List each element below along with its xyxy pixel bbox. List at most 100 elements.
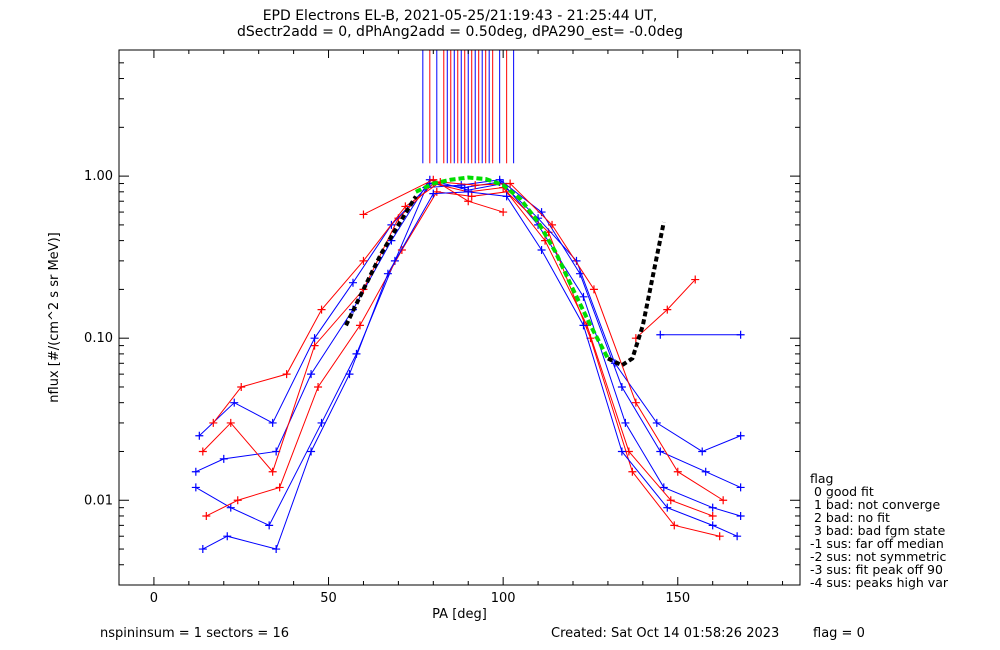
data-point [282, 370, 291, 379]
data-point [359, 256, 368, 265]
data-point [499, 208, 508, 217]
chart-title-line1: EPD Electrons EL-B, 2021-05-25/21:19:43 … [262, 8, 658, 24]
data-point [464, 187, 473, 196]
data-point [656, 447, 665, 456]
series-9 [656, 330, 745, 339]
data-point [432, 187, 441, 196]
data-point [673, 467, 682, 476]
data-point [202, 511, 211, 520]
data-point [359, 210, 368, 219]
footer-flag: flag = 0 [813, 626, 865, 641]
y-axis-label: nflux [#/(cm^2 s sr MeV)] [47, 232, 62, 402]
data-point [233, 496, 242, 505]
y-tick-label: 0.10 [84, 331, 113, 346]
data-point [719, 496, 728, 505]
data-point [579, 321, 588, 330]
data-point [733, 532, 742, 541]
data-point [310, 334, 319, 343]
data-point [209, 418, 218, 427]
data-point [548, 220, 557, 229]
flag-legend: flag 0 good fit 1 bad: not converge 2 ba… [810, 472, 948, 589]
data-point [401, 202, 410, 211]
x-tick-label: 50 [320, 591, 337, 606]
extrapolation-curve [344, 195, 418, 327]
legend-item: -3 sus: fit peak off 90 [810, 562, 943, 577]
legend-item: -1 sus: far off median [810, 536, 944, 551]
data-point [275, 483, 284, 492]
legend-item: 3 bad: bad fgm state [810, 523, 946, 538]
data-point [223, 532, 232, 541]
series-line [206, 191, 720, 537]
data-point [191, 483, 200, 492]
x-tick-label: 0 [150, 591, 158, 606]
x-tick-label: 150 [665, 591, 690, 606]
legend-item: -2 sus: not symmetric [810, 549, 947, 564]
series-5 [198, 187, 742, 554]
series-line [635, 279, 696, 339]
data-point [460, 183, 469, 192]
data-point [230, 398, 239, 407]
data-point [219, 454, 228, 463]
data-point [268, 418, 277, 427]
series-line [363, 179, 504, 215]
data-point [317, 305, 326, 314]
data-point [579, 292, 588, 301]
data-point [198, 447, 207, 456]
data-point [429, 189, 438, 198]
data-point [666, 496, 675, 505]
series-line [212, 181, 724, 501]
data-point [691, 275, 700, 284]
data-point [317, 418, 326, 427]
legend-title: flag [810, 471, 834, 486]
data-point [268, 467, 277, 476]
footer-created: Created: Sat Oct 14 01:58:26 2023 [551, 626, 780, 641]
data-point [589, 285, 598, 294]
data-point [191, 467, 200, 476]
data-point [708, 511, 717, 520]
legend-item: 1 bad: not converge [810, 497, 941, 512]
data-point [715, 532, 724, 541]
data-point [265, 521, 274, 530]
series-line [202, 191, 738, 550]
chart-title-line2: dSectr2add = 0, dPhAng2add = 0.50deg, dP… [237, 24, 683, 40]
series-line [202, 182, 713, 517]
data-point [307, 447, 316, 456]
series-line [195, 179, 741, 527]
data-point [628, 467, 637, 476]
data-point [345, 370, 354, 379]
data-point [237, 382, 246, 391]
data-point [617, 382, 626, 391]
data-point [708, 521, 717, 530]
legend-item: -4 sus: peaks high var [810, 575, 949, 590]
x-axis-label: PA [deg] [432, 607, 487, 622]
data-point [663, 503, 672, 512]
data-point [698, 447, 707, 456]
data-point [314, 382, 323, 391]
data-point [355, 321, 364, 330]
data-point [736, 431, 745, 440]
data-point [736, 330, 745, 339]
data-point [272, 545, 281, 554]
data-point [708, 503, 717, 512]
data-point [272, 447, 281, 456]
data-point [348, 278, 357, 287]
data-point [226, 418, 235, 427]
data-point [701, 467, 710, 476]
data-point [736, 483, 745, 492]
footer-nspin: nspininsum = 1 sectors = 16 [100, 626, 289, 641]
data-point [195, 431, 204, 440]
data-point [307, 370, 316, 379]
data-point [502, 192, 511, 201]
data-point [663, 305, 672, 314]
data-point [506, 179, 515, 188]
data-point [631, 398, 640, 407]
data-point [464, 197, 473, 206]
y-tick-label: 0.01 [84, 493, 113, 508]
series-4 [195, 177, 745, 456]
data-point [226, 503, 235, 512]
data-point [572, 256, 581, 265]
data-point [383, 269, 392, 278]
data-point [537, 246, 546, 255]
legend-item: 0 good fit [810, 484, 874, 499]
